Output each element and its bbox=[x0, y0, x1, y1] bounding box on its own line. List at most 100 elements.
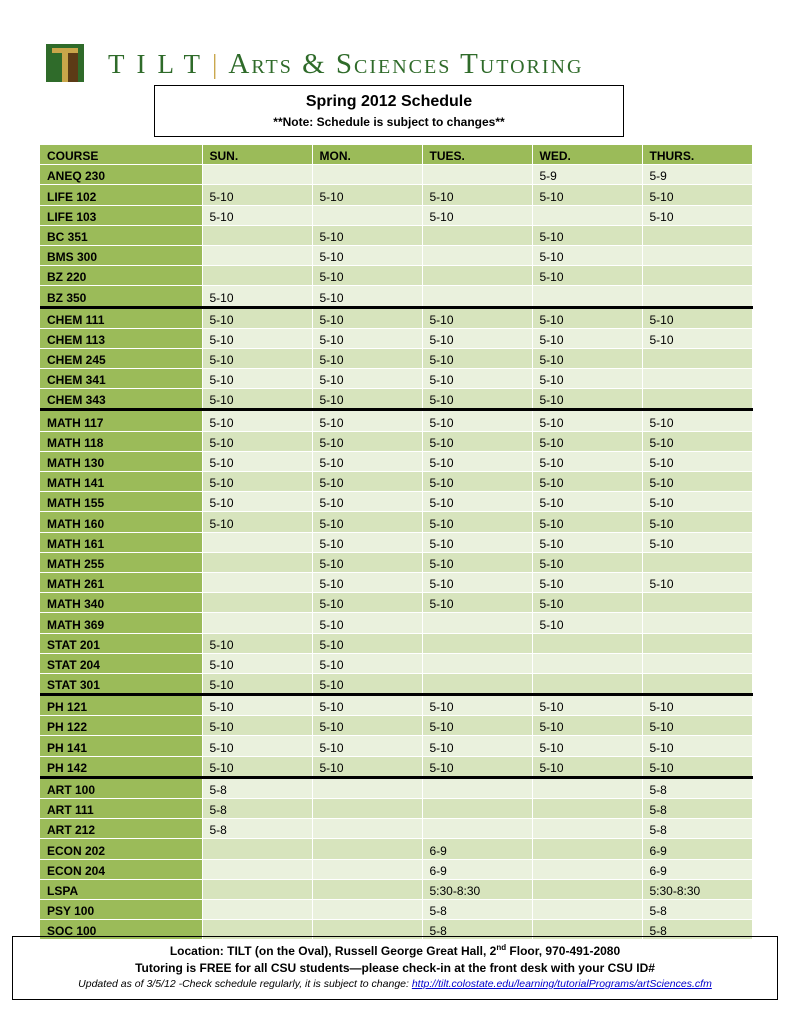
time-cell: 5:30-8:30 bbox=[422, 879, 533, 900]
table-row: PH 122 5-10 5-10 5-10 5-10 5-10 bbox=[40, 715, 753, 737]
course-name: MATH 161 bbox=[40, 532, 203, 553]
time-cell bbox=[642, 612, 753, 634]
course-name: MATH 118 bbox=[40, 431, 203, 452]
time-cell: 5-10 bbox=[422, 305, 533, 329]
footer-location: Location: TILT (on the Oval), Russell Ge… bbox=[169, 943, 621, 958]
time-cell: 5-10 bbox=[312, 532, 423, 553]
time-cell bbox=[422, 633, 533, 654]
course-name: CHEM 343 bbox=[40, 388, 203, 411]
time-cell bbox=[312, 164, 423, 186]
time-cell: 5-10 bbox=[532, 511, 643, 533]
time-cell: 5-10 bbox=[422, 715, 533, 737]
table-row: MATH 141 5-10 5-10 5-10 5-10 5-10 bbox=[40, 471, 753, 493]
time-cell: 5-10 bbox=[642, 693, 753, 717]
time-cell: 5-10 bbox=[312, 592, 423, 614]
time-cell bbox=[532, 653, 643, 674]
time-cell bbox=[422, 612, 533, 634]
table-row: CHEM 343 5-10 5-10 5-10 5-10 bbox=[40, 388, 753, 411]
time-cell: 5-10 bbox=[422, 205, 533, 226]
table-row: STAT 301 5-10 5-10 bbox=[40, 673, 753, 696]
time-cell: 5-10 bbox=[422, 511, 533, 533]
time-cell bbox=[422, 775, 533, 800]
time-cell bbox=[532, 899, 643, 921]
time-cell: 5-10 bbox=[532, 328, 643, 349]
time-cell: 5-9 bbox=[532, 164, 643, 186]
course-name: MATH 141 bbox=[40, 471, 203, 493]
tilt-logo-icon bbox=[46, 44, 84, 82]
time-cell: 5-10 bbox=[312, 451, 423, 473]
schedule-table: COURSE SUN. MON. TUES. WED. THURS. ANEQ 230 5-… bbox=[40, 145, 753, 941]
time-cell: 5-10 bbox=[642, 408, 753, 432]
table-row: ART 100 5-8 5-8 bbox=[40, 775, 753, 800]
time-cell bbox=[642, 368, 753, 390]
time-cell: 5-8 bbox=[202, 818, 313, 840]
course-name: PH 142 bbox=[40, 756, 203, 778]
time-cell: 5-10 bbox=[202, 305, 313, 329]
time-cell: 5-10 bbox=[532, 532, 643, 553]
brand-subtitle: Arts & Sciences Tutoring bbox=[228, 48, 584, 80]
course-name: ECON 204 bbox=[40, 859, 203, 880]
table-row: MATH 118 5-10 5-10 5-10 5-10 5-10 bbox=[40, 431, 753, 452]
course-name: ART 100 bbox=[40, 775, 203, 800]
course-name: ECON 202 bbox=[40, 838, 203, 860]
column-header-sun: SUN. bbox=[202, 145, 313, 166]
time-cell: 5-10 bbox=[642, 328, 753, 349]
time-cell: 5-10 bbox=[642, 431, 753, 452]
course-name: LIFE 103 bbox=[40, 205, 203, 226]
time-cell: 5-10 bbox=[532, 265, 643, 287]
table-row: PH 142 5-10 5-10 5-10 5-10 5-10 bbox=[40, 756, 753, 778]
time-cell: 5-9 bbox=[642, 164, 753, 186]
course-name: ART 212 bbox=[40, 818, 203, 840]
course-name: LIFE 102 bbox=[40, 184, 203, 206]
table-row: ECON 204 6-9 6-9 bbox=[40, 859, 753, 880]
time-cell: 5-10 bbox=[422, 348, 533, 370]
table-row: LIFE 102 5-10 5-10 5-10 5-10 5-10 bbox=[40, 184, 753, 206]
time-cell: 5-10 bbox=[422, 552, 533, 573]
time-cell: 5-10 bbox=[532, 756, 643, 778]
time-cell: 5-10 bbox=[532, 245, 643, 267]
time-cell: 5-10 bbox=[642, 572, 753, 594]
time-cell: 5-10 bbox=[532, 184, 643, 206]
time-cell bbox=[642, 388, 753, 411]
time-cell bbox=[202, 919, 313, 941]
course-name: MATH 130 bbox=[40, 451, 203, 473]
time-cell bbox=[422, 653, 533, 674]
course-name: PH 121 bbox=[40, 693, 203, 717]
time-cell bbox=[312, 775, 423, 800]
brand-tilt: TILT bbox=[108, 49, 212, 79]
time-cell: 5-10 bbox=[642, 756, 753, 778]
course-name: STAT 204 bbox=[40, 653, 203, 674]
time-cell bbox=[312, 919, 423, 941]
time-cell bbox=[642, 245, 753, 267]
time-cell: 5-8 bbox=[202, 798, 313, 820]
time-cell: 5-10 bbox=[312, 735, 423, 757]
time-cell: 5-10 bbox=[202, 653, 313, 674]
table-row: LSPA 5:30-8:30 5:30-8:30 bbox=[40, 879, 753, 900]
time-cell bbox=[642, 653, 753, 674]
course-name: PH 122 bbox=[40, 715, 203, 737]
table-row: MATH 161 5-10 5-10 5-10 5-10 bbox=[40, 532, 753, 553]
time-cell bbox=[202, 225, 313, 246]
table-row: ART 111 5-8 5-8 bbox=[40, 798, 753, 820]
time-cell bbox=[532, 859, 643, 880]
course-name: MATH 255 bbox=[40, 552, 203, 573]
time-cell: 5-10 bbox=[422, 451, 533, 473]
time-cell bbox=[532, 633, 643, 654]
time-cell: 5-10 bbox=[312, 673, 423, 696]
time-cell: 5-10 bbox=[312, 612, 423, 634]
time-cell: 5-8 bbox=[642, 775, 753, 800]
time-cell bbox=[532, 775, 643, 800]
schedule-link[interactable]: http://tilt.colostate.edu/learning/tutor… bbox=[411, 978, 712, 990]
time-cell: 5-10 bbox=[312, 633, 423, 654]
time-cell: 5-10 bbox=[202, 285, 313, 308]
time-cell: 5-10 bbox=[532, 693, 643, 717]
time-cell: 6-9 bbox=[422, 838, 533, 860]
time-cell bbox=[202, 899, 313, 921]
course-name: MATH 369 bbox=[40, 612, 203, 634]
table-row: LIFE 103 5-10 5-10 5-10 bbox=[40, 205, 753, 226]
time-cell: 5-10 bbox=[422, 572, 533, 594]
time-cell bbox=[202, 612, 313, 634]
time-cell: 5-10 bbox=[532, 305, 643, 329]
table-row: MATH 261 5-10 5-10 5-10 5-10 bbox=[40, 572, 753, 594]
time-cell bbox=[422, 798, 533, 820]
